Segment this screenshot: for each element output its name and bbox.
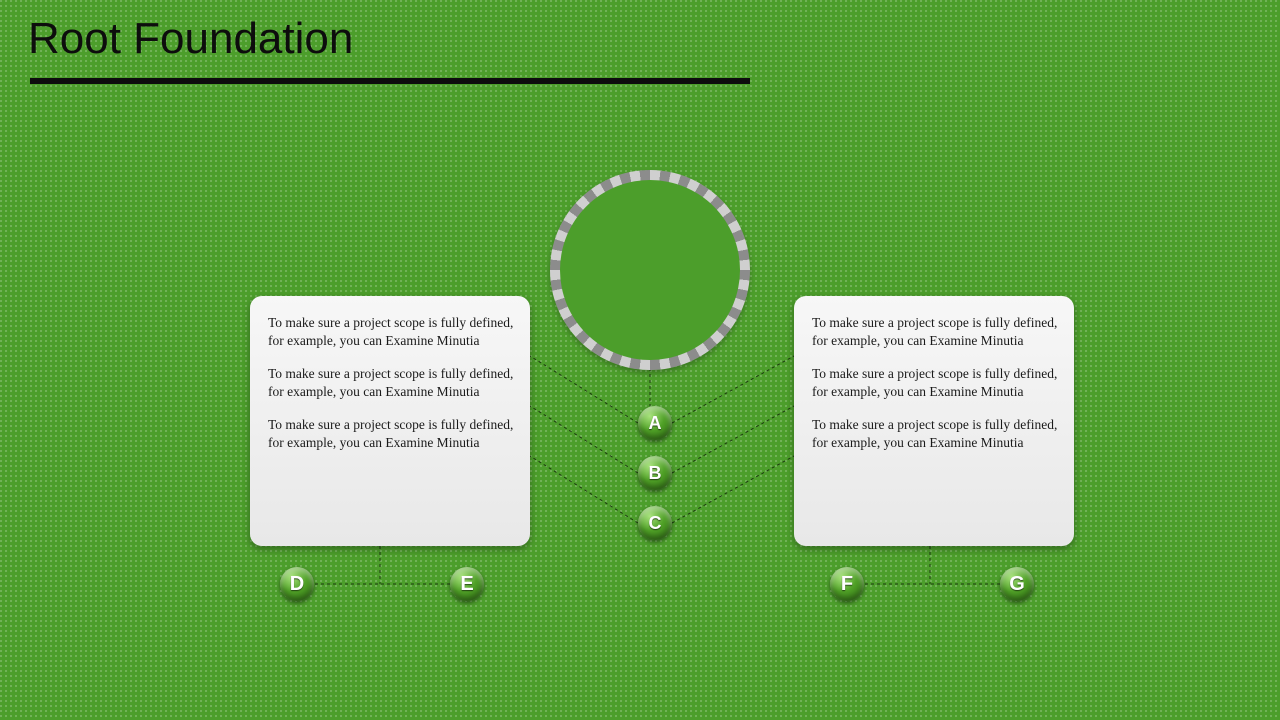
- root-medallion: [550, 170, 750, 370]
- left-card-para-3: To make sure a project scope is fully de…: [268, 416, 514, 451]
- node-a: A: [638, 406, 672, 440]
- node-e: E: [450, 567, 484, 601]
- right-card-para-3: To make sure a project scope is fully de…: [812, 416, 1058, 451]
- right-card: To make sure a project scope is fully de…: [794, 296, 1074, 546]
- left-card-para-2: To make sure a project scope is fully de…: [268, 365, 514, 400]
- root-icon: [572, 192, 728, 348]
- page-title: Root Foundation: [28, 14, 353, 64]
- node-g: G: [1000, 567, 1034, 601]
- right-card-para-1: To make sure a project scope is fully de…: [812, 314, 1058, 349]
- title-underline: [30, 78, 750, 84]
- root-orb: [572, 192, 728, 348]
- node-f: F: [830, 567, 864, 601]
- node-b: B: [638, 456, 672, 490]
- node-d: D: [280, 567, 314, 601]
- left-card: To make sure a project scope is fully de…: [250, 296, 530, 546]
- right-card-para-2: To make sure a project scope is fully de…: [812, 365, 1058, 400]
- node-c: C: [638, 506, 672, 540]
- left-card-para-1: To make sure a project scope is fully de…: [268, 314, 514, 349]
